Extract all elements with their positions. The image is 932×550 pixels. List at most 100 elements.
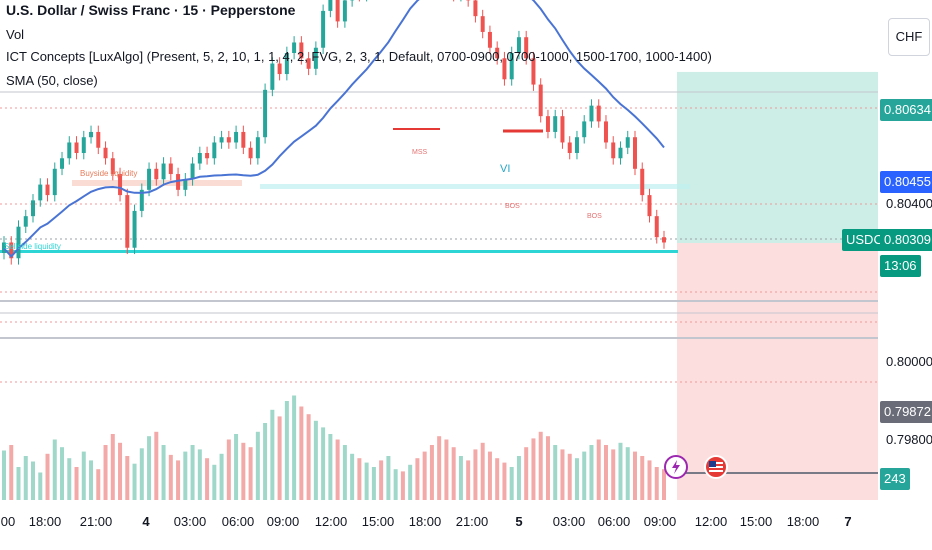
volume-bar — [132, 463, 137, 500]
candle — [603, 121, 608, 143]
volume-bar — [234, 434, 239, 500]
candle — [480, 16, 485, 32]
volume-bar — [125, 456, 130, 500]
time-label: 03:00 — [552, 514, 586, 529]
candle — [567, 142, 572, 153]
candle — [553, 116, 558, 132]
candle — [234, 131, 239, 143]
candle — [509, 53, 514, 80]
candle — [582, 121, 587, 138]
time-label: 03:00 — [173, 514, 207, 529]
candle — [197, 153, 202, 164]
candle — [589, 105, 594, 122]
volume-bar — [662, 469, 666, 500]
candle — [342, 0, 347, 22]
indicator-vol[interactable]: Vol — [6, 27, 25, 42]
volume-bar — [2, 450, 6, 500]
candle — [139, 189, 144, 211]
time-label: 15:00 — [739, 514, 773, 529]
price-label: 0.80000 — [886, 354, 932, 369]
time-label: 00 — [0, 514, 16, 529]
time-label: 06:00 — [597, 514, 631, 529]
volume-bar — [437, 436, 442, 500]
volume-bar — [241, 442, 246, 500]
time-label: 4 — [142, 514, 150, 529]
volume-bar — [248, 447, 253, 500]
candle — [89, 131, 94, 138]
volume-bar — [89, 460, 94, 500]
volume-bar — [38, 472, 43, 500]
liquidity-zone — [260, 184, 690, 189]
bos-label: BOS — [587, 213, 602, 220]
candle — [531, 58, 536, 85]
candle — [219, 137, 224, 143]
candle — [74, 142, 79, 153]
candle — [524, 37, 529, 59]
volume-bar — [161, 445, 166, 500]
candle — [263, 89, 268, 138]
candle — [31, 200, 36, 217]
current-price-tag: 0.80309 — [880, 229, 932, 251]
volume-bar — [640, 456, 645, 500]
target-zone — [677, 71, 878, 244]
symbol-title[interactable]: U.S. Dollar / Swiss Franc · 15 · Peppers… — [6, 2, 296, 18]
volume-bar — [197, 449, 202, 500]
candle — [640, 168, 645, 196]
volume-bar — [553, 445, 558, 500]
volume-bar — [408, 464, 413, 500]
candle — [16, 226, 21, 259]
candle — [574, 137, 579, 153]
candle — [495, 47, 500, 59]
candle — [9, 242, 14, 259]
time-label: 18:00 — [408, 514, 442, 529]
candle — [560, 116, 565, 143]
flag-us-icon[interactable] — [704, 455, 728, 479]
indicator-ict[interactable]: ICT Concepts [LuxAlgo] (Present, 5, 2, 1… — [6, 49, 712, 64]
volume-bar — [212, 464, 217, 500]
time-label: 06:00 — [221, 514, 255, 529]
candle — [2, 242, 6, 253]
candle — [335, 0, 340, 22]
time-label: 18:00 — [28, 514, 62, 529]
volume-bar — [277, 416, 282, 500]
buyside-zone — [72, 180, 242, 186]
candle — [154, 168, 159, 180]
time-label: 12:00 — [314, 514, 348, 529]
buyside-label: Buyside liquidity — [80, 169, 137, 178]
candle — [662, 237, 666, 243]
volume-bar — [582, 451, 587, 500]
price-label: 0.79800 — [886, 432, 932, 447]
candle — [161, 163, 166, 180]
volume-bar — [473, 449, 478, 500]
candle — [226, 137, 231, 143]
candle — [284, 53, 289, 75]
volume-bar — [589, 445, 594, 500]
volume-bar — [509, 467, 514, 500]
volume-bar — [139, 448, 144, 500]
lightning-icon[interactable] — [664, 455, 688, 479]
indicator-sma[interactable]: SMA (50, close) — [6, 73, 98, 88]
volume-bar — [429, 445, 434, 500]
volume-bar — [190, 445, 195, 500]
volume-bar — [96, 469, 101, 500]
volume-bar — [31, 461, 36, 500]
volume-bar — [306, 414, 311, 500]
candle — [299, 42, 304, 59]
candle — [103, 147, 108, 159]
candle — [52, 168, 57, 196]
volume-bar — [379, 460, 384, 500]
time-label: 09:00 — [643, 514, 677, 529]
candle — [241, 131, 246, 148]
currency-button[interactable]: CHF — [888, 18, 930, 56]
volume-bar — [357, 458, 362, 500]
volume-bar — [487, 451, 492, 500]
volume-bar — [342, 445, 347, 500]
bos-label: BOS — [505, 203, 520, 210]
volume-bar — [284, 401, 289, 500]
candle — [205, 153, 210, 159]
volume-bar — [335, 439, 340, 500]
volume-bar — [516, 456, 521, 500]
volume-bar — [67, 458, 72, 500]
